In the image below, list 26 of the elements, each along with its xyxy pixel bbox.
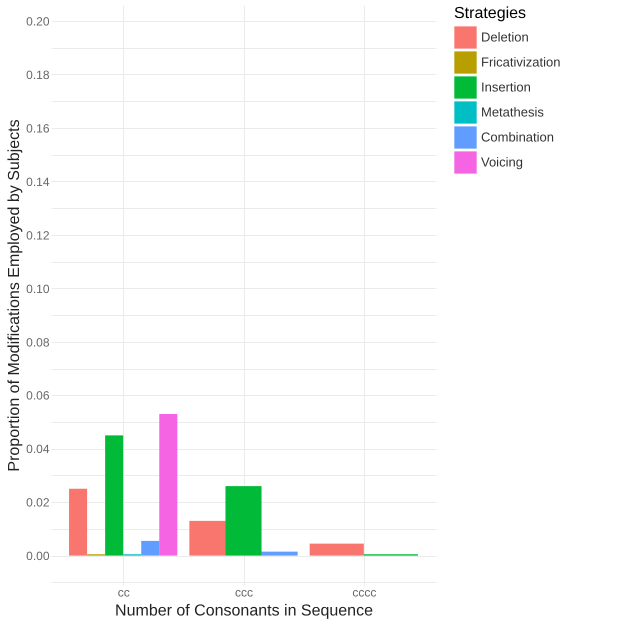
legend-title: Strategies xyxy=(454,5,526,22)
x-tick-label: cc xyxy=(118,586,130,600)
y-tick-label: 0.02 xyxy=(26,496,50,510)
legend-label: Combination xyxy=(481,130,554,144)
x-tick-label: ccc xyxy=(235,586,253,600)
y-tick-label: 0.06 xyxy=(26,388,50,403)
x-axis-title: Number of Consonants in Sequence xyxy=(115,602,374,620)
y-tick-label: 0.04 xyxy=(26,442,50,456)
bar xyxy=(225,486,262,556)
legend-label: Deletion xyxy=(481,30,529,44)
bar xyxy=(189,520,226,556)
y-tick-label: 0.14 xyxy=(26,174,50,189)
y-tick-label: 0.16 xyxy=(26,121,50,136)
y-tick-label: 0.10 xyxy=(26,282,50,296)
y-tick-label: 0.00 xyxy=(26,549,50,564)
x-tick-label: cccc xyxy=(352,586,376,600)
legend-label: Voicing xyxy=(481,154,523,170)
y-tick-label: 0.08 xyxy=(26,335,50,350)
bar xyxy=(159,414,178,556)
y-tick-label: 0.20 xyxy=(26,14,50,29)
y-axis-title: Proportion of Modifications Employed by Subjects xyxy=(6,119,24,472)
legend-label: Fricativization xyxy=(481,54,560,70)
legend-label: Insertion xyxy=(481,80,531,94)
legend-label: Metathesis xyxy=(481,104,544,120)
y-tick-label: 0.18 xyxy=(26,68,50,82)
y-tick-label: 0.12 xyxy=(26,228,50,242)
